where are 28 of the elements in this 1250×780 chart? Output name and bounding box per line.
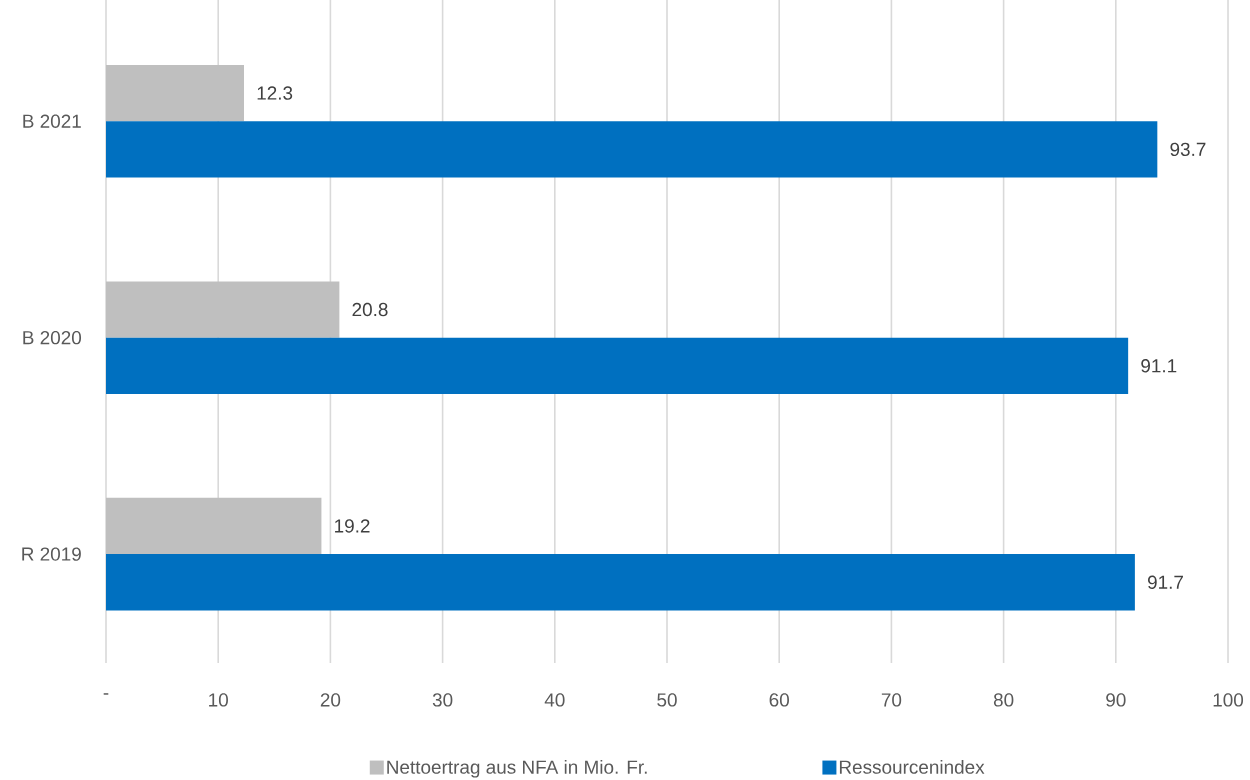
x-tick-label: 10 [209, 693, 228, 707]
x-tick-label: 30 [432, 693, 453, 707]
bar [106, 497, 322, 555]
legend-label: Ressourcenindex [839, 759, 985, 774]
y-tick-label: B 2020 [23, 330, 82, 345]
x-tick-label: 80 [993, 693, 1014, 707]
x-tick-label: - [103, 693, 109, 695]
bar [106, 281, 340, 338]
bar [106, 64, 245, 122]
x-tick-label: 60 [769, 693, 789, 707]
data-label: 91.1 [1141, 359, 1177, 373]
x-tick-label: 70 [881, 693, 902, 707]
x-tick-label: 20 [320, 693, 341, 707]
data-label: 19.2 [335, 519, 370, 533]
x-tick-label: 50 [657, 693, 677, 707]
data-label: 93.7 [1170, 142, 1206, 157]
y-tick-label: R 2019 [22, 547, 81, 561]
bar [106, 121, 1158, 178]
x-tick-label: 40 [544, 693, 565, 707]
data-label: 91.7 [1147, 575, 1183, 589]
data-label: 20.8 [352, 302, 388, 317]
x-tick-label: 90 [1106, 693, 1126, 707]
legend-label: Nettoertrag aus NFA in Mio. Fr. [387, 759, 647, 778]
x-tick-label: 100 [1213, 693, 1244, 707]
data-label: 12.3 [257, 86, 293, 100]
bar [106, 554, 1135, 611]
y-tick-label: B 2021 [23, 114, 81, 128]
bar [106, 337, 1129, 394]
